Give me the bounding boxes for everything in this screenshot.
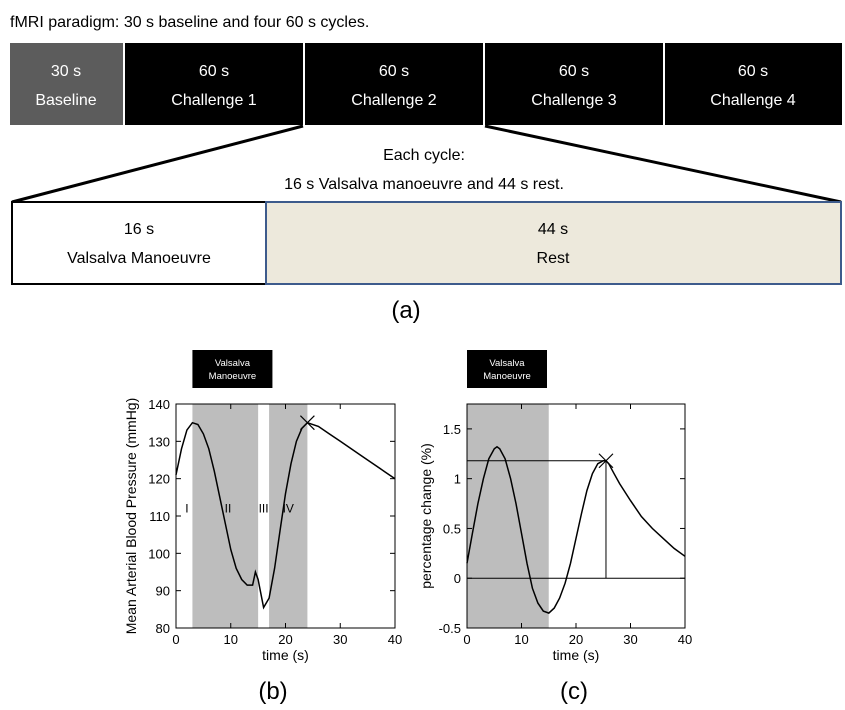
- cycle-block-label: Rest: [537, 250, 570, 267]
- x-axis-label: time (s): [553, 647, 600, 663]
- y-tick-label: 1.5: [443, 422, 461, 437]
- peak-marker-stroke-b: [299, 415, 315, 431]
- zoom-line-left: [11, 124, 304, 204]
- y-tick-label: 140: [148, 397, 170, 412]
- timeline-block-challenge-3-rect: [485, 43, 663, 125]
- x-tick-label: 40: [678, 632, 692, 647]
- timeline-block-label: Challenge 3: [531, 92, 617, 109]
- phase-label: IV: [283, 501, 294, 515]
- y-tick-label: 130: [148, 434, 170, 449]
- timeline-block-duration: 60 s: [559, 63, 589, 80]
- timeline-block-challenge-1-rect: [125, 43, 303, 125]
- x-tick-label: 30: [623, 632, 637, 647]
- x-tick-label: 40: [388, 632, 402, 647]
- figure-header: fMRI paradigm: 30 s baseline and four 60…: [10, 14, 369, 31]
- x-tick-label: 0: [463, 632, 470, 647]
- timeline-block-baseline-rect: [10, 43, 123, 125]
- valsalva-label-line1: Valsalva: [215, 358, 251, 369]
- timeline-block-duration: 30 s: [51, 63, 81, 80]
- panel-label-c: (c): [560, 678, 588, 705]
- y-tick-label: 1: [454, 472, 461, 487]
- panel-label-a: (a): [391, 297, 420, 324]
- x-tick-label: 20: [569, 632, 583, 647]
- phase-label: I: [185, 501, 188, 515]
- zoom-line-right: [484, 124, 842, 204]
- y-tick-label: 90: [156, 584, 170, 599]
- cycle-block-duration: 44 s: [538, 221, 568, 238]
- data-series-line: [466, 445, 686, 614]
- timeline-block-challenge-4-rect: [665, 43, 842, 125]
- phase-label: III: [259, 501, 269, 515]
- x-tick-label: 0: [172, 632, 179, 647]
- y-axis-label: Mean Arterial Blood Pressure (mmHg): [123, 398, 139, 635]
- cycle-caption-line1: Each cycle:: [383, 147, 465, 164]
- valsalva-label-line2: Manoeuvre: [483, 371, 531, 382]
- y-tick-label: 110: [149, 509, 170, 524]
- data-series-line: [175, 421, 396, 610]
- panel-label-b: (b): [258, 678, 287, 705]
- timeline-block-duration: 60 s: [379, 63, 409, 80]
- y-tick-label: 80: [156, 621, 170, 636]
- valsalva-label-line1: Valsalva: [489, 358, 525, 369]
- peak-marker-stroke-b: [598, 453, 614, 469]
- y-tick-label: 120: [148, 472, 170, 487]
- cycle-blocks: 16 s Valsalva Manoeuvre 44 s Rest: [11, 201, 842, 285]
- timeline-block-challenge-4: 60 s Challenge 4: [665, 43, 842, 125]
- timeline-block-label: Challenge 4: [710, 92, 796, 109]
- valsalva-label-line2: Manoeuvre: [209, 371, 257, 382]
- timeline: 30 s Baseline 60 s Challenge 1 60 s Chal…: [10, 43, 842, 125]
- phase-label: II: [225, 501, 232, 515]
- valsalva-shaded-region: [467, 404, 549, 628]
- chart-b-mean-arterial-pressure: Valsalva Manoeuvre 0 10 20 30 40 80 90 100 110 120 1…: [123, 350, 402, 663]
- cycle-block-rest: [265, 201, 842, 285]
- timeline-block-duration: 60 s: [738, 63, 768, 80]
- cycle-block-duration: 16 s: [124, 221, 154, 238]
- timeline-block-challenge-3: 60 s Challenge 3: [485, 43, 663, 125]
- timeline-block-duration: 60 s: [199, 63, 229, 80]
- cycle-block-label: Valsalva Manoeuvre: [67, 250, 211, 267]
- x-tick-label: 10: [514, 632, 528, 647]
- cycle-block-valsalva: [11, 201, 267, 285]
- valsalva-label-box: [192, 350, 273, 388]
- x-tick-label: 10: [224, 632, 238, 647]
- timeline-block-challenge-2-rect: [305, 43, 483, 125]
- timeline-block-challenge-2: 60 s Challenge 2: [305, 43, 483, 125]
- y-tick-label: 100: [148, 546, 170, 561]
- valsalva-label-box: [467, 350, 547, 388]
- timeline-block-challenge-1: 60 s Challenge 1: [125, 43, 303, 125]
- y-tick-label: 0.5: [443, 521, 461, 536]
- y-axis-label: percentage change (%): [418, 443, 434, 589]
- x-axis-label: time (s): [262, 647, 309, 663]
- valsalva-shaded-region: [192, 404, 259, 628]
- y-tick-label: 0: [454, 571, 461, 586]
- timeline-block-baseline: 30 s Baseline: [10, 43, 123, 125]
- timeline-block-label: Challenge 2: [351, 92, 437, 109]
- cycle-caption-line2: 16 s Valsalva manoeuvre and 44 s rest.: [284, 176, 564, 193]
- timeline-block-label: Challenge 1: [171, 92, 257, 109]
- valsalva-shaded-region: [269, 404, 308, 628]
- x-tick-label: 30: [333, 632, 347, 647]
- timeline-block-label: Baseline: [35, 92, 96, 109]
- y-tick-label: -0.5: [439, 621, 461, 636]
- x-tick-label: 20: [278, 632, 292, 647]
